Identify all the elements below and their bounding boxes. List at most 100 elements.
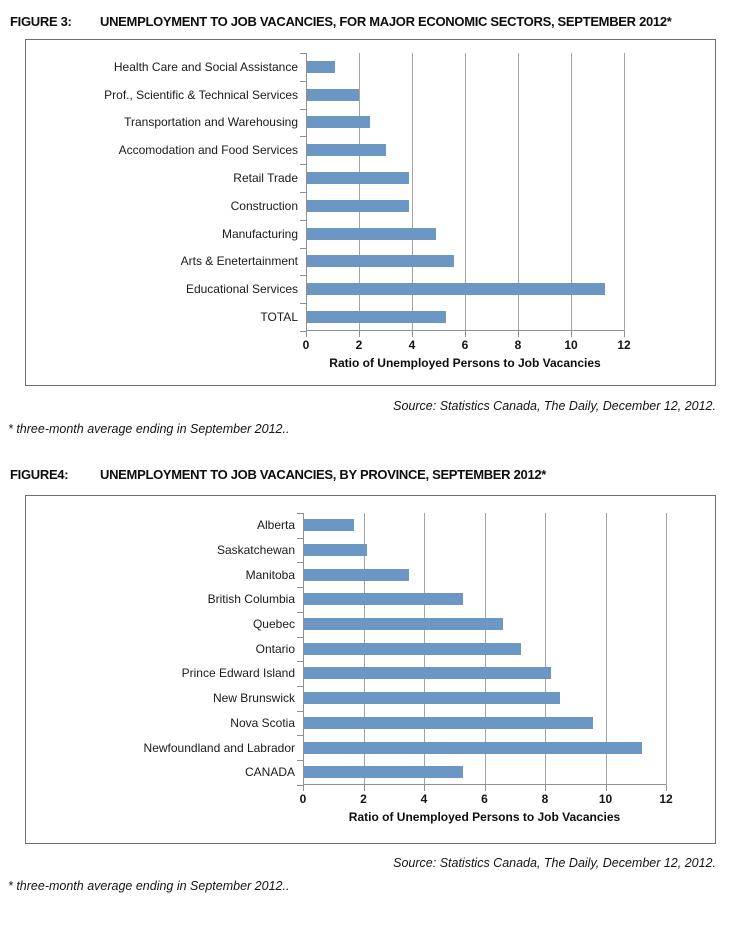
- x-axis-line: [303, 783, 666, 785]
- chart-row: [306, 275, 624, 303]
- category-label: Ontario: [255, 641, 295, 656]
- category-label: Nova Scotia: [230, 715, 295, 730]
- x-axis-tick: [303, 784, 304, 791]
- bar: [306, 227, 436, 240]
- bar: [303, 692, 561, 705]
- figure3-title: UNEMPLOYMENT TO JOB VACANCIES, FOR MAJOR…: [100, 14, 672, 29]
- category-label: Manufacturing: [221, 226, 298, 241]
- y-axis-tick: [300, 247, 306, 249]
- y-axis-tick: [297, 760, 303, 761]
- plot-area-provinces: Alberta Saskatchewan Manitoba British Colum…: [26, 496, 715, 791]
- figure4-source-note: Source: Statistics Canada, The Daily, De…: [393, 856, 716, 870]
- x-tick-label: 10: [598, 791, 613, 806]
- figure3-footnote: * three-month average ending in Septembe…: [8, 422, 290, 436]
- x-axis-tick: [465, 331, 466, 337]
- figure3-chart-frame: Health Care and Social Assistance Prof., …: [25, 39, 716, 386]
- y-axis-tick: [297, 685, 303, 687]
- gridline: [465, 53, 466, 331]
- chart-row: [303, 538, 666, 563]
- x-tick-label: 8: [541, 791, 549, 806]
- y-axis-tick: [300, 219, 306, 221]
- chart-row: [306, 303, 624, 331]
- bar: [306, 116, 370, 129]
- figure3-source-note: Source: Statistics Canada, The Daily, De…: [393, 399, 716, 413]
- chart-row: [306, 53, 624, 81]
- x-axis-tick: [545, 784, 546, 791]
- x-tick-label: 12: [659, 791, 673, 806]
- bar: [306, 88, 359, 101]
- bar: [303, 519, 355, 532]
- bar: [303, 618, 503, 631]
- bars-group: [306, 53, 624, 331]
- chart-row: [303, 636, 666, 661]
- category-label: Retail Trade: [233, 171, 298, 186]
- bar: [306, 199, 410, 212]
- chart-row: [303, 686, 666, 711]
- chart-row: [303, 513, 666, 538]
- gridline: [518, 53, 519, 331]
- category-label: CANADA: [244, 765, 295, 780]
- category-label: New Brunswick: [212, 691, 295, 706]
- plot-area-sectors: Health Care and Social Assistance Prof., …: [26, 40, 715, 337]
- bar: [306, 255, 455, 268]
- figure4-footnote: * three-month average ending in Septembe…: [8, 879, 290, 893]
- y-axis-tick: [297, 735, 303, 737]
- y-axis-tick: [297, 513, 303, 514]
- y-axis-tick: [297, 784, 303, 786]
- x-axis-tick: [624, 331, 625, 337]
- category-label: Prof., Scientific & Technical Services: [104, 87, 298, 102]
- gridline: [412, 53, 413, 331]
- category-label: British Columbia: [207, 592, 295, 607]
- y-axis-tick: [300, 275, 306, 277]
- y-axis-tick: [300, 136, 306, 138]
- gridline: [605, 513, 607, 785]
- x-tick-label: 4: [420, 791, 428, 806]
- chart-row: [306, 220, 624, 248]
- category-label: Construction: [230, 198, 298, 213]
- bar: [306, 60, 336, 73]
- chart-row: [303, 612, 666, 637]
- chart-row: [303, 661, 666, 686]
- x-tick-label: 0: [299, 791, 307, 806]
- chart-row: [306, 136, 624, 164]
- x-tick-label: 4: [408, 338, 416, 352]
- y-axis-line: [303, 513, 304, 785]
- x-axis-tick: [359, 331, 360, 337]
- category-label: Alberta: [256, 518, 295, 533]
- bar: [303, 741, 642, 754]
- plot-grid: [297, 513, 667, 791]
- y-axis-tick: [300, 164, 306, 166]
- x-axis-tick: [484, 784, 486, 791]
- category-label: Manitoba: [245, 567, 295, 582]
- gridline: [666, 513, 667, 785]
- category-label: Health Care and Social Assistance: [113, 59, 298, 74]
- bar: [306, 283, 606, 296]
- x-axis-line: [306, 330, 624, 331]
- category-label: Saskatchewan: [216, 543, 295, 558]
- bar-chart-sectors: Health Care and Social Assistance Prof., …: [26, 40, 715, 370]
- x-axis-tick: [666, 784, 667, 791]
- bar: [303, 642, 521, 655]
- y-axis-tick: [297, 537, 303, 539]
- chart-row: [306, 109, 624, 137]
- category-label: Accomodation and Food Services: [118, 143, 298, 158]
- figure3-label: FIGURE 3:: [10, 14, 72, 29]
- x-axis-tick-labels: 0 2 4 6 8 10 12: [303, 338, 631, 353]
- gridline: [624, 53, 625, 331]
- bar: [303, 593, 464, 606]
- category-label: Arts & Enetertainment: [180, 254, 298, 269]
- figure3-heading: FIGURE 3: UNEMPLOYMENT TO JOB VACANCIES,…: [10, 14, 750, 29]
- chart-row: [303, 562, 666, 587]
- x-axis-tick-labels: 0 2 4 6 8 10 12: [299, 791, 673, 807]
- x-axis-title: Ratio of Unemployed Persons to Job Vacan…: [348, 809, 621, 824]
- x-axis-tick: [412, 331, 413, 337]
- bar: [306, 311, 447, 324]
- y-axis-line: [306, 53, 307, 331]
- x-tick-label: 8: [514, 338, 522, 352]
- x-tick-label: 6: [461, 338, 469, 352]
- category-label: TOTAL: [260, 310, 298, 325]
- y-axis-tick: [300, 80, 306, 82]
- chart-row: [303, 587, 666, 612]
- chart-row: [303, 711, 666, 736]
- x-axis-tick: [306, 331, 307, 337]
